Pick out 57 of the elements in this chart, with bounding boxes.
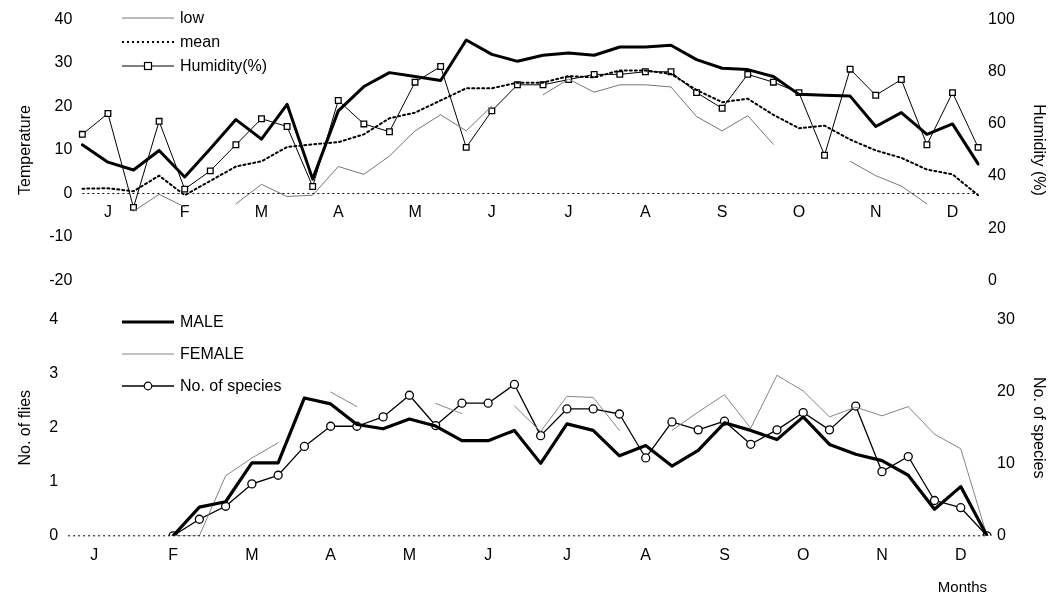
x-tick-label: J: [90, 545, 99, 563]
x-tick-label: N: [869, 203, 882, 221]
x-axis-title: Months: [937, 578, 987, 596]
y-tick-label: 40: [54, 10, 73, 28]
x-tick-label: D: [954, 545, 967, 563]
x-tick-label: M: [408, 203, 422, 221]
y2-tick-label: 20: [988, 218, 1006, 236]
y2-axis-title: No. of species: [1030, 377, 1048, 479]
y-tick-label: 10: [54, 140, 73, 158]
legend-label: low: [180, 9, 205, 27]
y-tick-label: 1: [49, 472, 59, 490]
y-tick-label: -20: [49, 270, 73, 288]
x-tick-label: J: [562, 545, 571, 563]
x-tick-label: O: [792, 203, 806, 221]
x-tick-label: A: [640, 545, 652, 563]
y-tick-label: 4: [49, 310, 59, 328]
y-tick-label: 0: [49, 526, 59, 544]
x-tick-label: N: [876, 545, 888, 563]
y2-tick-label: 30: [997, 310, 1015, 328]
x-tick-label: D: [946, 203, 959, 221]
y-tick-label: 0: [63, 183, 73, 201]
y-tick-label: 3: [49, 364, 59, 382]
x-tick-label: J: [564, 203, 573, 221]
x-tick-label: M: [254, 203, 269, 221]
x-tick-label: A: [332, 203, 344, 221]
y-tick-label: 2: [49, 418, 59, 436]
y2-tick-label: 80: [988, 62, 1006, 80]
y2-tick-label: 60: [988, 114, 1006, 132]
legend-label: MALE: [180, 313, 224, 331]
y2-tick-label: 10: [997, 454, 1015, 472]
legend-label: Humidity(%): [180, 57, 268, 75]
x-tick-label: F: [179, 203, 190, 221]
legend-label: No. of species: [180, 377, 282, 395]
x-tick-label: S: [716, 203, 728, 221]
x-tick-label: F: [168, 545, 179, 563]
y2-axis-title: Humidity (%): [1030, 104, 1048, 196]
y-tick-label: -10: [49, 227, 73, 245]
y2-tick-label: 40: [988, 166, 1006, 184]
x-tick-label: M: [245, 545, 259, 563]
x-tick-label: O: [797, 545, 810, 563]
y-tick-label: 20: [54, 96, 73, 114]
y-tick-label: 30: [54, 53, 73, 71]
x-tick-label: A: [325, 545, 337, 563]
legend-label: mean: [180, 33, 221, 51]
y2-tick-label: 20: [997, 382, 1015, 400]
y-axis-title: Temperature: [16, 104, 34, 195]
x-tick-label: J: [487, 203, 496, 221]
x-tick-label: S: [719, 545, 730, 563]
x-tick-label: J: [103, 203, 112, 221]
x-tick-label: M: [402, 545, 417, 563]
y2-tick-label: 0: [988, 270, 998, 288]
x-tick-label: J: [484, 545, 493, 563]
y-axis-title: No. of flies: [16, 389, 34, 466]
x-tick-label: A: [640, 203, 652, 221]
y2-tick-label: 100: [988, 10, 1015, 28]
y2-tick-label: 0: [997, 526, 1006, 544]
legend-label: FEMALE: [180, 345, 245, 363]
